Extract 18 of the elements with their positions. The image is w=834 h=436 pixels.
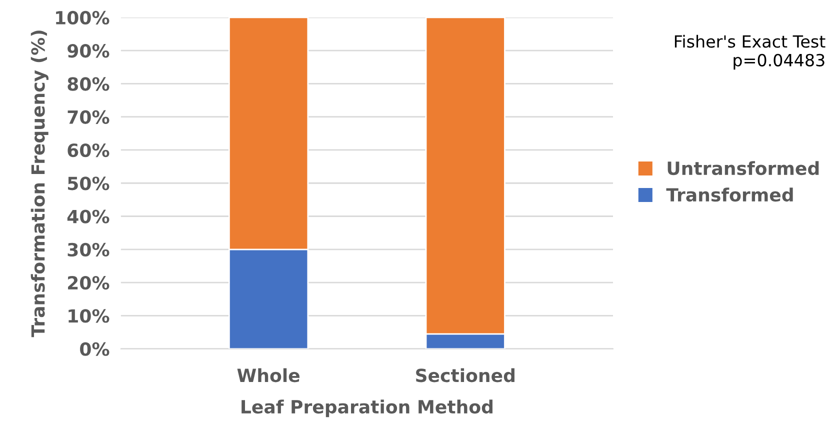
y-tick-label: 10% (68, 309, 110, 323)
y-tick-label: 30% (68, 242, 110, 257)
y-tick-label: 50% (68, 176, 110, 190)
x-tick-label: Whole (237, 368, 300, 382)
y-tick-label: 70% (68, 110, 110, 124)
y-tick-label: 60% (68, 143, 110, 158)
y-tick-label: 100% (56, 10, 110, 25)
x-axis-title: Leaf Preparation Method (242, 400, 492, 418)
y-axis-title: Transformation Frequency (%) (30, 30, 48, 338)
y-tick-label: 90% (68, 44, 110, 58)
legend-label: Untransformed (668, 161, 819, 176)
y-tick-label: 0% (80, 342, 110, 356)
x-tick-label: Sectioned (416, 368, 514, 382)
legend-label: Transformed (666, 188, 793, 202)
text: Fisher's Exact Test p=0.04483 (674, 34, 826, 70)
y-tick-label: 20% (68, 276, 110, 290)
y-tick-label: 80% (68, 77, 110, 91)
y-tick-label: 40% (67, 210, 110, 224)
